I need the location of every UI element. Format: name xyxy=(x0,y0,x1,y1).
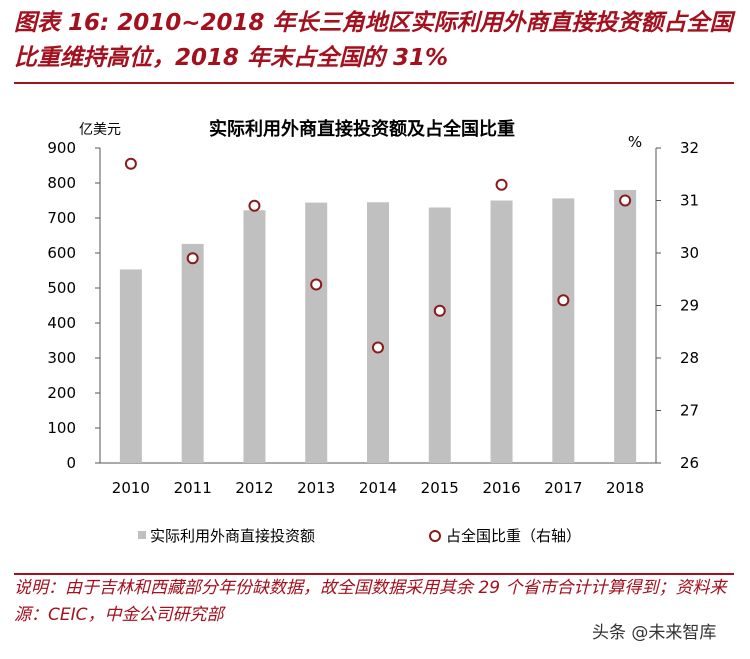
x-axis-tick-label: 2017 xyxy=(544,479,582,497)
point-2014 xyxy=(372,341,384,354)
point-2016 xyxy=(495,178,508,191)
bar-2018 xyxy=(614,190,637,463)
point-2011 xyxy=(186,252,199,265)
chart-title: 实际利用外商直接投资额及占全国比重 xyxy=(209,118,515,140)
left-axis-tick-label: 200 xyxy=(47,384,76,402)
bar-2017 xyxy=(552,198,575,463)
left-axis-tick-label: 900 xyxy=(47,139,76,157)
left-axis: 0 100 200 300 400 500 600 700 800 900 xyxy=(47,139,100,472)
title-divider xyxy=(14,82,734,84)
x-axis-tick-label: 2018 xyxy=(606,479,644,497)
bar-2014 xyxy=(367,202,389,463)
bar-2012 xyxy=(243,210,266,463)
point-2013 xyxy=(310,278,323,291)
left-axis-tick-label: 800 xyxy=(47,174,76,192)
right-axis: 26 27 28 29 30 31 32 xyxy=(656,139,699,472)
bar-2013 xyxy=(305,202,328,463)
x-axis-tick-label: 2013 xyxy=(297,479,335,497)
point-2010 xyxy=(124,157,137,170)
left-axis-tick-label: 300 xyxy=(47,349,76,367)
figure-title: 图表 16: 2010~2018 年长三角地区实际利用外商直接投资额占全国比重维… xyxy=(14,10,733,71)
right-axis-tick-label: 26 xyxy=(680,454,699,472)
legend-marker-swatch xyxy=(429,530,441,542)
left-axis-tick-label: 600 xyxy=(47,244,76,262)
legend-marker-label: 占全国比重（右轴） xyxy=(446,527,581,545)
bar-2011 xyxy=(181,243,204,463)
bar-series xyxy=(119,190,637,463)
x-axis: 2010 2011 2012 2013 2014 2015 2016 2017 2018 xyxy=(112,479,644,497)
left-axis-unit: 亿美元 xyxy=(79,122,121,138)
scatter-series xyxy=(124,157,632,354)
legend-bar-label: 实际利用外商直接投资额 xyxy=(150,527,315,545)
right-axis-tick-label: 31 xyxy=(680,192,699,210)
bar-2015 xyxy=(428,207,451,463)
point-2018 xyxy=(619,194,632,207)
bar-2016 xyxy=(490,200,513,463)
x-axis-tick-label: 2015 xyxy=(421,479,459,497)
left-axis-tick-label: 400 xyxy=(47,314,76,332)
left-axis-tick-label: 700 xyxy=(47,209,76,227)
legend-bar-swatch xyxy=(138,531,146,539)
bar-2010 xyxy=(119,269,142,463)
source-note: 说明：由于吉林和西藏部分年份缺数据，故全国数据采用其余 29 个省市合计计算得到… xyxy=(14,578,727,625)
right-axis-tick-label: 27 xyxy=(680,402,699,420)
point-2017 xyxy=(557,294,570,307)
right-axis-tick-label: 29 xyxy=(680,297,699,315)
x-axis-tick-label: 2010 xyxy=(112,479,150,497)
left-axis-tick-label: 500 xyxy=(47,279,76,297)
right-axis-tick-label: 30 xyxy=(680,244,699,262)
x-axis-tick-label: 2011 xyxy=(174,479,212,497)
left-axis-tick-label: 100 xyxy=(47,419,76,437)
x-axis-tick-label: 2016 xyxy=(482,479,520,497)
point-2012 xyxy=(248,199,261,212)
right-axis-tick-label: 28 xyxy=(680,349,699,367)
right-axis-unit: % xyxy=(628,133,642,151)
point-2015 xyxy=(433,304,446,317)
x-axis-tick-label: 2012 xyxy=(235,479,273,497)
note-divider xyxy=(14,573,734,575)
right-axis-tick-label: 32 xyxy=(680,139,699,157)
watermark: 头条 @未来智库 xyxy=(592,623,717,643)
x-axis-tick-label: 2014 xyxy=(359,479,397,497)
left-axis-tick-label: 0 xyxy=(66,454,76,472)
